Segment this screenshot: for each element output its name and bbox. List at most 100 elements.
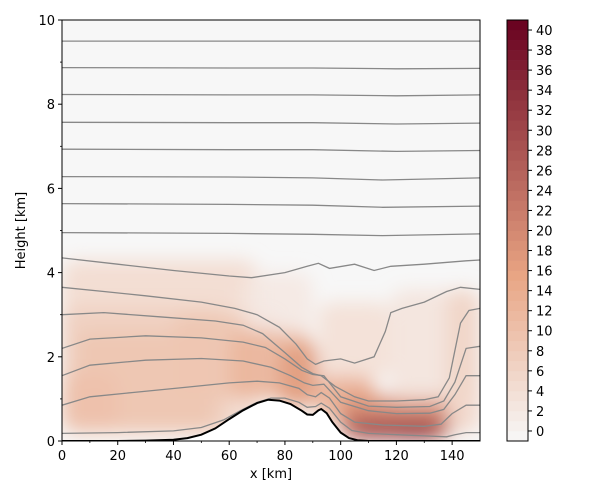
isentrope-line-12 xyxy=(62,357,480,415)
x-tick-label: 100 xyxy=(328,449,353,464)
colorbar-segment xyxy=(507,390,528,402)
terrain-layer xyxy=(62,398,480,441)
colorbar-segment xyxy=(507,70,528,81)
y-tick-label: 10 xyxy=(38,14,55,29)
colorbar-tick-label: 0 xyxy=(536,425,544,440)
isentrope-line-2 xyxy=(62,93,480,97)
x-tick-label: 20 xyxy=(109,449,126,464)
colorbar-segment xyxy=(507,20,528,31)
shading-cell-3 xyxy=(62,373,118,429)
isentrope-line-14 xyxy=(62,397,480,438)
x-tick-label: 0 xyxy=(58,449,66,464)
colorbar-segment xyxy=(507,430,528,442)
y-tick-label: 4 xyxy=(47,267,55,282)
colorbar-tick-label: 20 xyxy=(536,225,553,240)
isentrope-line-6 xyxy=(62,202,480,208)
colorbar-tick-label: 10 xyxy=(536,325,553,340)
y-tick-label: 6 xyxy=(47,182,55,197)
colorbar-segment xyxy=(507,250,528,261)
colorbar-segment xyxy=(507,290,528,301)
colorbar-segment xyxy=(507,40,528,51)
colorbar-segment xyxy=(507,240,528,251)
colorbar-tick-label: 14 xyxy=(536,285,553,300)
isentrope-line-5 xyxy=(62,175,480,181)
colorbar-tick-label: 38 xyxy=(536,44,553,59)
isentrope-line-13 xyxy=(62,380,480,427)
colorbar-segment xyxy=(507,320,528,332)
colorbar-tick-label: 36 xyxy=(536,64,553,79)
terrain-fill xyxy=(62,399,480,441)
x-axis-label: x [km] xyxy=(250,467,292,482)
colorbar-tick-label: 34 xyxy=(536,84,553,99)
colorbar-segment xyxy=(507,190,528,201)
colorbar-segment xyxy=(507,90,528,101)
isentrope-line-11 xyxy=(62,335,480,408)
terrain-line xyxy=(62,398,480,441)
colorbar-segment xyxy=(507,160,528,171)
shading-cell-15 xyxy=(243,272,313,332)
colorbar-tick-label: 6 xyxy=(536,365,544,380)
colorbar-segment xyxy=(507,260,528,271)
isentrope-line-1 xyxy=(62,66,480,70)
y-axis: 0 2 4 6 8 10 xyxy=(38,14,62,450)
colorbar-segment xyxy=(507,210,528,221)
colorbar-tick-label: 24 xyxy=(536,184,553,199)
x-tick-label: 140 xyxy=(440,449,465,464)
y-axis-label: Height [km] xyxy=(14,192,29,269)
x-tick-label: 80 xyxy=(277,449,294,464)
colorbar-segment xyxy=(507,280,528,291)
colorbar-segment xyxy=(507,370,528,382)
colorbar-segment xyxy=(507,330,528,342)
colorbar-segment xyxy=(507,100,528,111)
isentrope-line-4 xyxy=(62,148,480,153)
colorbar-segment xyxy=(507,200,528,211)
colorbar-segment xyxy=(507,350,528,362)
colorbar-segment xyxy=(507,110,528,121)
isentrope-line-3 xyxy=(62,121,480,125)
colorbar-segment xyxy=(507,300,528,311)
colorbar-segment xyxy=(507,130,528,141)
colorbar-segment xyxy=(507,180,528,191)
colorbar-segment xyxy=(507,140,528,151)
shading-cell-14 xyxy=(446,289,480,433)
colorbar-segment xyxy=(507,80,528,91)
colorbar-segment xyxy=(507,170,528,181)
colorbar-segment xyxy=(507,310,528,322)
colorbar-segment xyxy=(507,380,528,392)
colorbar-segment xyxy=(507,30,528,41)
colorbar-tick-label: 2 xyxy=(536,405,544,420)
colorbar-segment xyxy=(507,270,528,281)
colorbar-tick-label: 22 xyxy=(536,204,553,219)
colorbar-segment xyxy=(507,340,528,352)
y-tick-label: 0 xyxy=(47,435,55,450)
colorbar-segment xyxy=(507,120,528,131)
colorbar-tick-label: 26 xyxy=(536,164,553,179)
colorbar-tick-label: 4 xyxy=(536,385,544,400)
x-axis: 0 20 40 60 80 100 120 140 xyxy=(58,441,465,464)
colorbar-tick-label: 8 xyxy=(536,345,544,360)
isentrope-line-9 xyxy=(62,286,480,366)
colorbar-segment xyxy=(507,410,528,422)
colorbar-tick-label: 32 xyxy=(536,104,553,119)
x-tick-label: 120 xyxy=(384,449,409,464)
colorbar-segment xyxy=(507,400,528,412)
shading-cell-12 xyxy=(318,302,391,378)
colorbar-segment xyxy=(507,50,528,61)
isentrope-layer xyxy=(62,40,480,438)
isentrope-line-8 xyxy=(62,257,480,279)
colorbar-tick-label: 18 xyxy=(536,245,553,260)
x-tick-label: 60 xyxy=(221,449,238,464)
colorbar-segment xyxy=(507,220,528,231)
colorbar-segment xyxy=(507,360,528,372)
colorbar-tick-label: 28 xyxy=(536,144,553,159)
x-tick-label: 40 xyxy=(165,449,182,464)
y-tick-label: 8 xyxy=(47,98,55,113)
y-tick-label: 2 xyxy=(47,351,55,366)
colorbar-tick-label: 12 xyxy=(536,305,553,320)
colorbar-segment xyxy=(507,420,528,432)
isentrope-line-7 xyxy=(62,231,480,237)
colorbar-segment xyxy=(507,60,528,71)
colorbar-tick-label: 40 xyxy=(536,24,553,39)
